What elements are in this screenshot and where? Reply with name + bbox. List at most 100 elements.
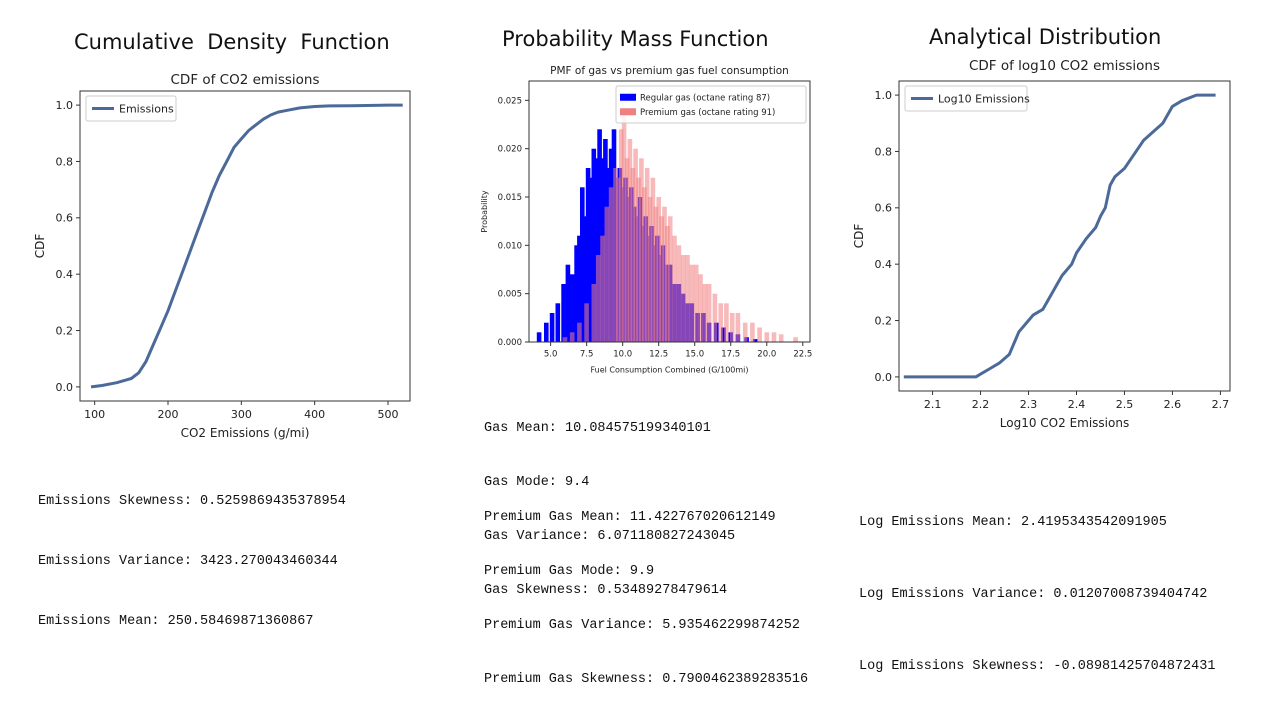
chart3-y-tick-label: 0.2 <box>875 314 893 327</box>
chart2-regular-bar <box>597 129 602 342</box>
chart2-x-tick-label: 20.0 <box>757 350 776 360</box>
chart2-premium-bar <box>604 206 610 342</box>
log-stat-line: Log Emissions Variance: 0.01207008739404… <box>859 587 1208 602</box>
chart2-regular-bar <box>549 313 555 342</box>
chart2-premium-bar <box>591 284 597 342</box>
chart3-x-tick-label: 2.2 <box>972 398 990 411</box>
chart2-x-tick-label: 17.5 <box>721 350 740 360</box>
chart2-premium-bar <box>698 274 703 342</box>
chart2-premium-bar <box>693 264 699 342</box>
chart2-y-tick-label: 0.010 <box>498 241 522 251</box>
chart2-frame <box>528 80 811 343</box>
chart2-premium-bar <box>569 332 575 342</box>
premium-stat-line: Premium Gas Mean: 11.422767020612149 <box>484 510 776 525</box>
chart2-regular-bar <box>585 168 591 342</box>
chart2-legend-swatch <box>620 108 636 116</box>
chart2-premium-bar <box>724 303 729 342</box>
chart2-premium-bar <box>650 177 656 342</box>
gas-stat-line: Gas Mean: 10.084575199340101 <box>484 421 711 436</box>
chart2-premium-bar <box>676 245 682 342</box>
chart2-regular-bar <box>569 274 575 342</box>
chart2-y-tick-label: 0.020 <box>498 145 522 155</box>
chart2-regular-bar <box>555 303 561 342</box>
chart2-legend-box <box>615 85 807 124</box>
chart2-title: PMF of gas vs premium gas fuel consumpti… <box>550 65 789 77</box>
chart2-y-tick-label: 0.000 <box>498 338 522 348</box>
chart2-regular-bar <box>580 187 585 342</box>
chart2-premium-bar <box>712 293 718 342</box>
chart1-x-tick-label: 300 <box>231 408 252 421</box>
chart3-title: CDF of log10 CO2 emissions <box>969 58 1160 74</box>
chart2-regular-bar <box>594 158 599 342</box>
heading-analytical: Analytical Distribution <box>929 25 1162 49</box>
chart1-title: CDF of CO2 emissions <box>171 72 320 88</box>
chart1-x-tick-label: 400 <box>304 408 325 421</box>
chart1-x-axis-label: CO2 Emissions (g/mi) <box>181 426 310 440</box>
chart2-legend-swatch <box>620 93 636 101</box>
chart1-legend-label: Emissions <box>119 103 174 116</box>
chart2-premium-bar <box>702 284 708 342</box>
chart2-premium-bar <box>577 322 582 342</box>
heading-pmf: Probability Mass Function <box>502 27 769 51</box>
chart2-premium-bar <box>630 168 636 342</box>
chart3-series-line <box>903 93 1216 379</box>
chart2-premium-bar <box>621 110 627 342</box>
chart2-regular-bar <box>591 148 597 342</box>
charts-canvas: CDF of CO2 emissions 0.0 0.2 0.4 0.6 0.8 1.0 10… <box>33 58 1231 440</box>
chart2-premium-bar <box>624 158 630 342</box>
chart1-y-axis-label: CDF <box>33 234 47 259</box>
chart2-premium-bar <box>562 337 568 342</box>
chart2-premium-bar <box>656 197 661 342</box>
chart2-premium-bar <box>636 177 641 342</box>
chart2-x-tick-label: 15.0 <box>685 350 704 360</box>
chart2-premium-bar <box>639 158 644 342</box>
premium-stat-line: Premium Gas Mode: 9.9 <box>484 564 655 579</box>
chart3-legend-box <box>904 85 1028 112</box>
chart2-regular-bar <box>561 284 566 342</box>
heading-cdf: Cumulative Density Function <box>74 30 390 54</box>
gas-stat-line: Gas Mode: 9.4 <box>484 475 590 490</box>
chart3-x-tick-label: 2.3 <box>1020 398 1038 411</box>
chart3-frame <box>898 80 1231 392</box>
chart2-x-tick-label: 5.0 <box>544 350 558 360</box>
chart2-y-tick-label: 0.005 <box>498 290 522 300</box>
chart2-premium-bar <box>667 216 673 342</box>
chart3-y-tick-label: 0.6 <box>875 202 893 215</box>
chart2-regular-bar <box>721 327 726 342</box>
chart2-premium-bar <box>778 334 784 342</box>
premium-stat-line: Premium Gas Variance: 5.935462299874252 <box>484 618 800 633</box>
chart2-legend-label: Premium gas (octane rating 91) <box>640 108 775 118</box>
chart2-premium-bar <box>689 264 695 342</box>
log-stat-line: Log Emissions Skewness: -0.0898142570487… <box>859 659 1216 674</box>
chart2-regular-bar <box>588 177 594 342</box>
chart3-x-tick-label: 2.5 <box>1116 398 1134 411</box>
chart1-x-tick-label: 100 <box>84 408 105 421</box>
chart3-y-tick-label: 0.0 <box>875 371 893 384</box>
chart2-premium-bar <box>685 255 690 342</box>
chart2-premium-bar <box>729 313 735 342</box>
chart2-premium-bar <box>793 337 798 342</box>
chart2-premium-bar <box>665 226 670 342</box>
chart2-premium-bar <box>735 313 741 342</box>
chart1-series-line <box>90 103 403 389</box>
chart1-y-tick-label: 1.0 <box>56 99 74 112</box>
chart2-premium-bar <box>653 206 659 342</box>
chart3-y-tick-label: 0.8 <box>875 145 893 158</box>
chart2-premium-bar <box>627 139 633 342</box>
chart3-x-tick-label: 2.7 <box>1212 398 1230 411</box>
chart2-premium-bar <box>647 197 653 342</box>
chart1-y-tick-label: 0.8 <box>56 155 74 168</box>
chart2-x-tick-label: 10.0 <box>613 350 632 360</box>
chart1-y-tick-label: 0.2 <box>56 324 74 337</box>
chart1-x-tick-label: 500 <box>378 408 399 421</box>
chart2-y-tick-label: 0.015 <box>498 193 522 203</box>
chart2-regular-bar <box>536 332 542 342</box>
chart2-premium-bar <box>672 235 677 342</box>
chart2-x-tick-label: 7.5 <box>580 350 594 360</box>
chart2-premium-bar <box>771 332 777 342</box>
chart3-x-tick-label: 2.6 <box>1164 398 1182 411</box>
premium-stats: Premium Gas Mean: 11.422767020612149 Pre… <box>484 473 808 707</box>
cdf-stats: Emissions Skewness: 0.5259869435378954 E… <box>38 452 346 652</box>
chart2-premium-bar <box>644 168 650 342</box>
chart2-y-tick-label: 0.025 <box>498 96 522 106</box>
